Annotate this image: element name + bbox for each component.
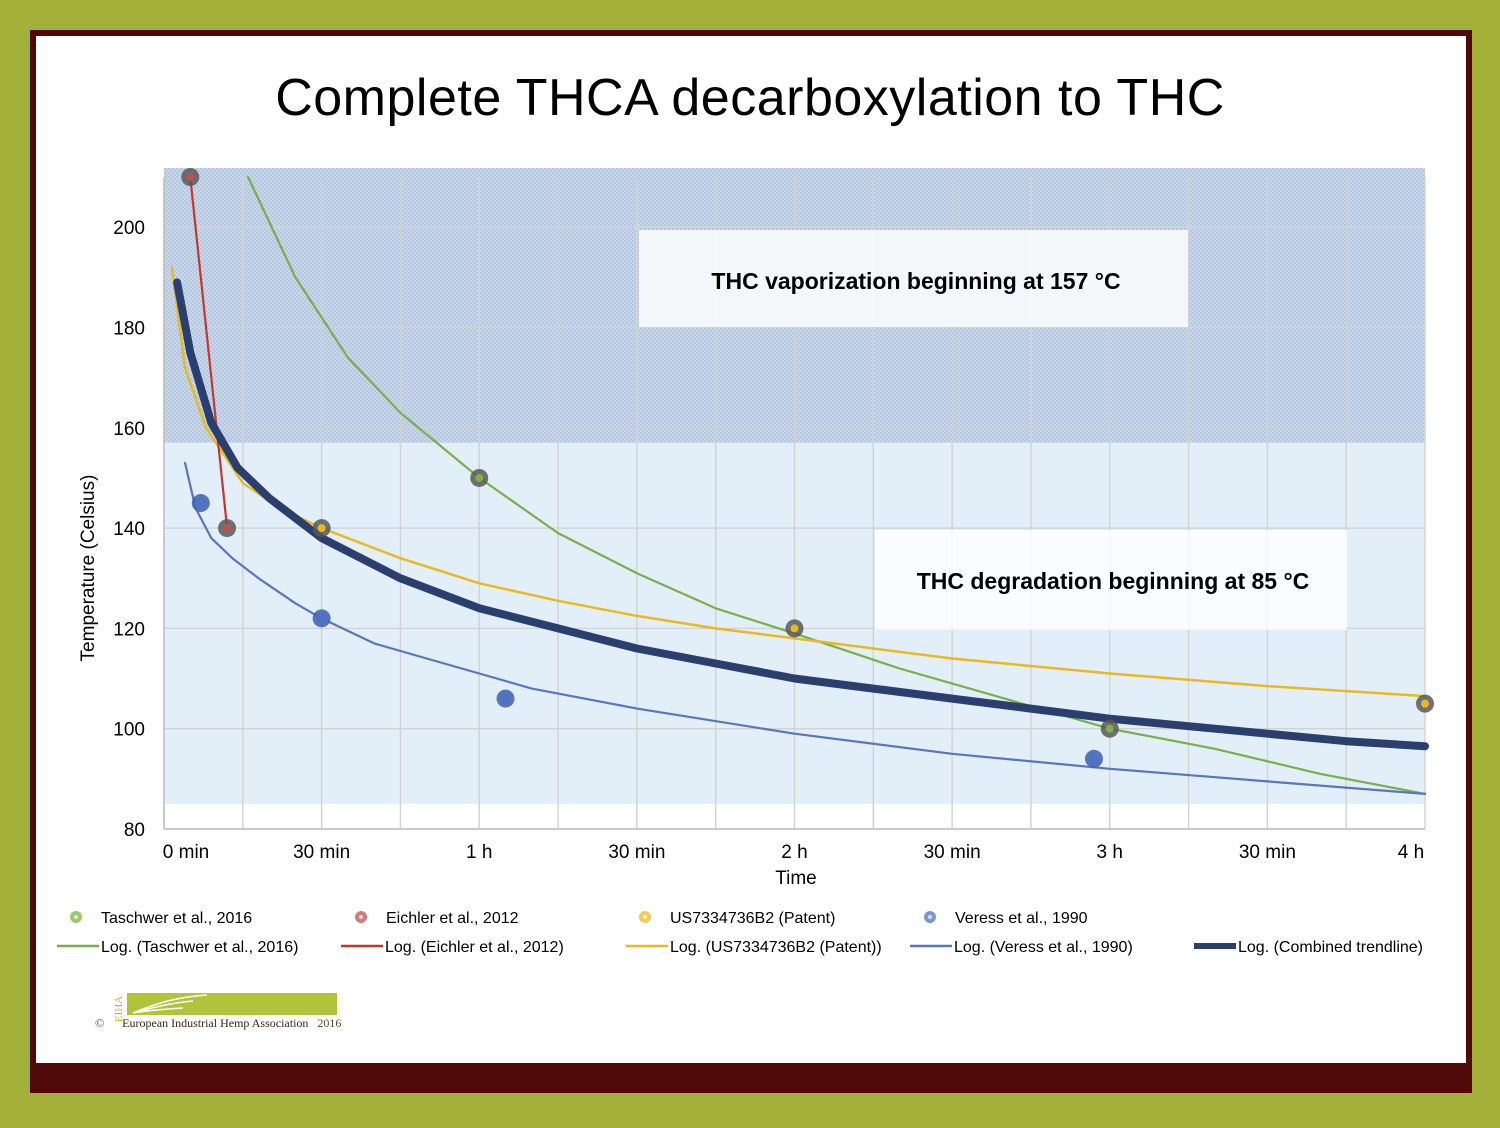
data-point-series-0 [1100, 719, 1119, 738]
hemp-leaf-icon [132, 994, 208, 1014]
x-tick-label: 0 min [163, 842, 209, 863]
copyright-symbol: © [95, 1016, 105, 1030]
data-point-series-2 [1416, 694, 1434, 713]
data-point-series-2 [312, 519, 331, 538]
y-tick-label: 160 [113, 419, 145, 440]
data-point-series-3 [312, 609, 331, 628]
degradation-region-label: THC degradation beginning at 85 °C [917, 568, 1310, 594]
y-tick-label: 80 [124, 820, 145, 841]
y-tick-label: 100 [113, 720, 145, 741]
x-axis-label: Time [775, 868, 817, 889]
legend-line-label: Log. (Taschwer et al., 2016) [101, 939, 298, 956]
y-axis-label: Temperature (Celsius) [78, 475, 99, 662]
x-tick-label: 30 min [924, 842, 981, 863]
trendline-3 [183, 461, 1427, 795]
data-point-series-2 [785, 619, 804, 638]
x-tick-label: 4 h [1398, 842, 1424, 863]
legend-line-label: Log. (Combined trendline) [1238, 939, 1423, 956]
trendline-1 [189, 176, 229, 530]
x-tick-label: 30 min [1239, 842, 1296, 863]
legend-marker-label: Veress et al., 1990 [955, 910, 1088, 927]
legend-line-label: Log. (Eichler et al., 2012) [385, 939, 564, 956]
y-tick-label: 120 [113, 619, 145, 640]
y-tick-label: 140 [113, 519, 145, 540]
y-tick-label: 200 [113, 218, 145, 239]
x-tick-label: 3 h [1097, 842, 1123, 863]
trendline-4 [173, 278, 1429, 751]
copyright-notice: © European Industrial Hemp Association 2… [95, 1016, 341, 1031]
trendline-2 [170, 266, 1427, 698]
legend: Taschwer et al., 2016 Eichler et al., 201… [57, 910, 1423, 956]
legend-marker-label: Eichler et al., 2012 [386, 910, 519, 927]
chart-title: Complete THCA decarboxylation to THC [275, 69, 1225, 127]
data-point-series-3 [1084, 749, 1103, 768]
data-point-series-0 [470, 468, 489, 487]
data-point-series-1 [181, 168, 200, 187]
legend-line-label: Log. (Veress et al., 1990) [954, 939, 1133, 956]
organization-name: European Industrial Hemp Association [122, 1016, 309, 1030]
vaporization-region-label: THC vaporization beginning at 157 °C [711, 268, 1120, 294]
eiha-logo-bar [127, 993, 337, 1015]
legend-line-label: Log. (US7334736B2 (Patent)) [670, 939, 882, 956]
data-point-series-3 [191, 494, 210, 513]
x-tick-label: 1 h [466, 842, 492, 863]
x-tick-label: 30 min [608, 842, 665, 863]
degradation-label-box [875, 530, 1347, 630]
legend-marker-label: US7334736B2 (Patent) [670, 910, 835, 927]
data-point-series-1 [218, 519, 237, 538]
trendline-0 [247, 176, 1427, 795]
x-tick-label: 2 h [781, 842, 807, 863]
x-tick-label: 30 min [293, 842, 350, 863]
legend-marker-label: Taschwer et al., 2016 [101, 910, 252, 927]
data-point-series-3 [496, 689, 515, 708]
y-tick-label: 180 [113, 319, 145, 340]
vaporization-label-box [639, 230, 1188, 327]
copyright-year: 2016 [317, 1016, 342, 1030]
